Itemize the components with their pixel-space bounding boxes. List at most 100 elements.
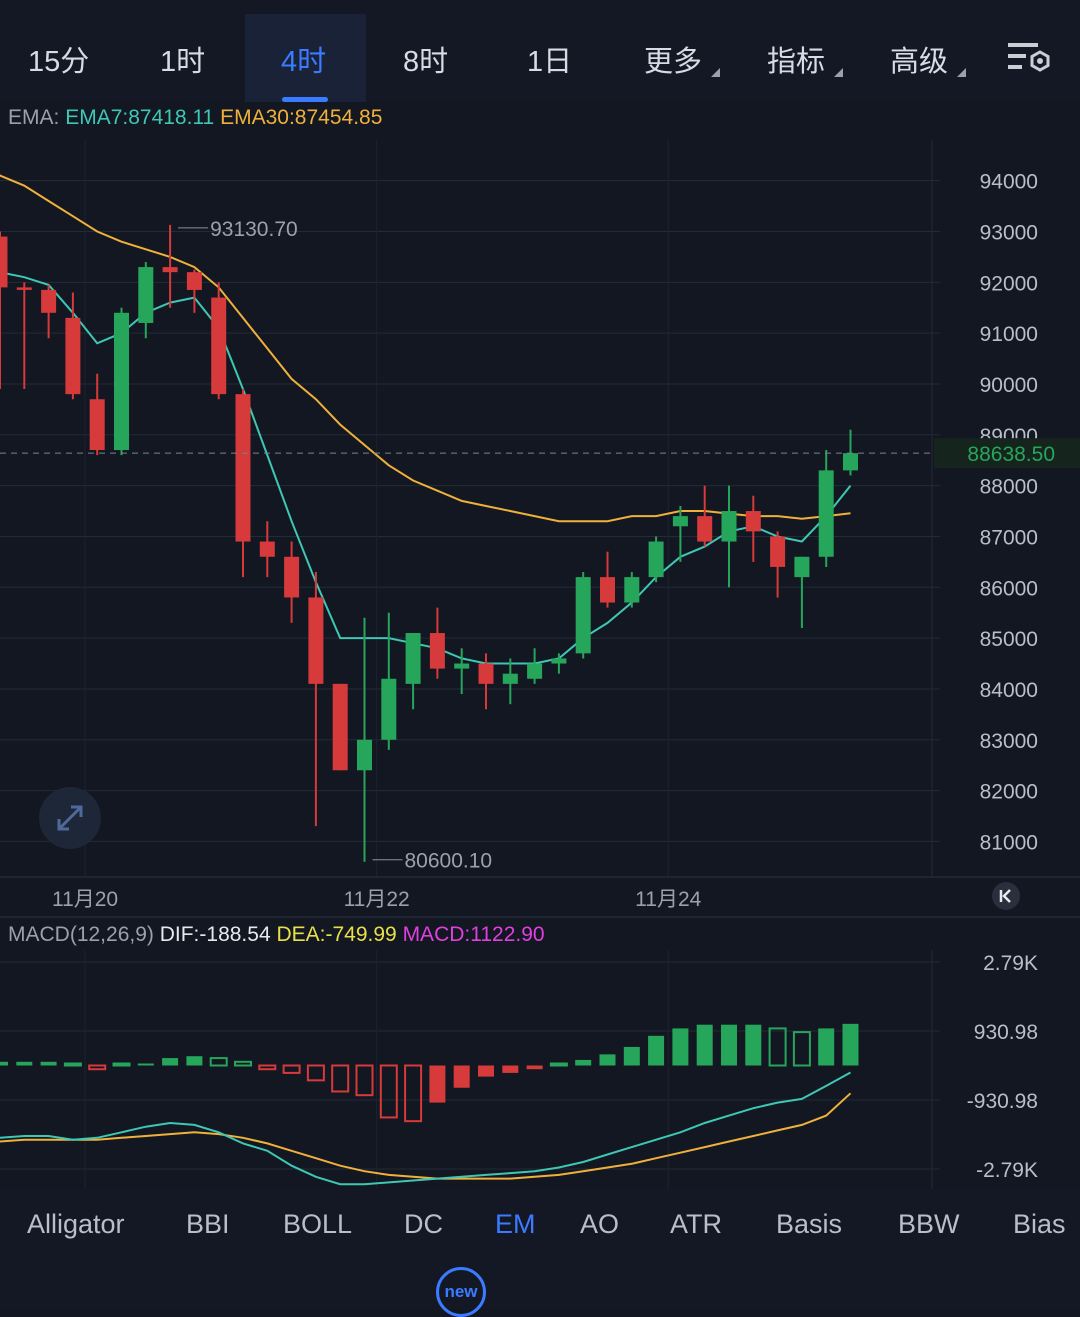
- indicator-tab-bbi[interactable]: BBI: [186, 1209, 230, 1239]
- macd-value: MACD:1122.90: [402, 923, 545, 946]
- price-tick-label: 93000: [980, 221, 1038, 244]
- indicator-tabs: Alligator BBI BOLL DC EM AO ATR Basis BB…: [0, 1189, 1080, 1309]
- candle-body: [672, 516, 688, 527]
- ema-label: EMA:: [8, 106, 60, 129]
- macd-legend: MACD(12,26,9) DIF:-188.54 DEA:-749.99 MA…: [8, 923, 545, 947]
- tab-1h[interactable]: 1时: [160, 46, 206, 78]
- macd-params: MACD(12,26,9): [8, 923, 154, 946]
- macd-histogram-bar: [792, 1031, 811, 1067]
- macd-histogram-bar: [502, 1065, 519, 1073]
- candle-body: [357, 739, 372, 771]
- tab-8h[interactable]: 8时: [403, 46, 449, 78]
- indicator-tab-bias[interactable]: Bias: [1013, 1209, 1066, 1239]
- macd-histogram-bar: [282, 1064, 301, 1074]
- macd-histogram-bar: [16, 1061, 33, 1066]
- macd-tick-label: 930.98: [974, 1021, 1038, 1044]
- macd-histogram-bar: [842, 1023, 859, 1066]
- indicators-menu[interactable]: 指标: [767, 46, 826, 78]
- candle-body: [405, 633, 421, 684]
- candle-body: [114, 312, 129, 451]
- macd-histogram-bar: [379, 1064, 398, 1119]
- price-tick-label: 90000: [980, 374, 1038, 397]
- macd-histogram-bar: [186, 1056, 203, 1066]
- advanced-menu[interactable]: 高级: [890, 46, 949, 78]
- macd-histogram-bar: [721, 1024, 737, 1066]
- macd-chart[interactable]: 2.79K 930.98 -930.98 -2.79K: [0, 950, 1080, 1189]
- candle-body: [721, 511, 737, 542]
- low-price-label: 80600.10: [405, 850, 493, 873]
- candle-body: [308, 597, 324, 684]
- active-tab-highlight: [245, 14, 366, 102]
- candle-body: [600, 577, 615, 603]
- expand-icon: [57, 805, 83, 831]
- expand-chart-button[interactable]: [39, 787, 101, 849]
- macd-histogram-bar: [745, 1024, 762, 1066]
- indicator-tab-basis[interactable]: Basis: [776, 1209, 843, 1239]
- candle-body: [551, 658, 567, 664]
- candle-body: [16, 287, 32, 290]
- candle-body: [624, 577, 640, 603]
- macd-histogram-bar: [0, 1061, 8, 1066]
- candle-body: [259, 541, 275, 557]
- macd-histogram-bar: [258, 1064, 277, 1071]
- macd-histogram-bar: [331, 1064, 350, 1093]
- macd-histogram-bar: [672, 1028, 689, 1066]
- candle-body: [0, 236, 8, 288]
- price-tick-label: 88000: [980, 476, 1038, 499]
- macd-histogram-bar: [137, 1063, 154, 1066]
- more-caret-icon: [711, 68, 720, 77]
- candlestick-chart[interactable]: 9400093000920009100090000890008800087000…: [0, 140, 1080, 918]
- candle-body: [429, 633, 445, 669]
- macd-tick-label: -2.79K: [976, 1159, 1038, 1182]
- indicators-caret-icon: [834, 68, 843, 77]
- macd-dif-line: [0, 1071, 851, 1186]
- macd-histogram-bar: [306, 1064, 325, 1082]
- indicator-tab-boll[interactable]: BOLL: [283, 1209, 353, 1239]
- candle-body: [794, 556, 810, 578]
- timeframe-bar: 15分 1时 4时 8时 1日 更多 指标 高级: [0, 0, 1080, 102]
- candle-body: [478, 663, 494, 684]
- indicator-tab-alligator[interactable]: Alligator: [27, 1209, 125, 1239]
- macd-dea-line: [0, 1092, 852, 1180]
- current-price-label: 88638.50: [967, 443, 1055, 466]
- skip-to-end-icon: [999, 889, 1011, 903]
- indicator-tab-ao[interactable]: AO: [580, 1209, 620, 1239]
- indicator-tab-ema[interactable]: EM: [495, 1209, 536, 1239]
- date-tick-label: 11月24: [635, 888, 701, 911]
- scroll-to-latest-button[interactable]: [992, 882, 1020, 910]
- high-price-label: 93130.70: [210, 218, 298, 241]
- macd-histogram-bar: [575, 1059, 592, 1066]
- price-tick-label: 94000: [980, 171, 1038, 194]
- tab-15m[interactable]: 15分: [28, 46, 90, 78]
- candle-body: [162, 267, 178, 273]
- macd-tick-label: -930.98: [967, 1090, 1038, 1113]
- candle-body: [843, 453, 858, 471]
- candle-body: [89, 399, 105, 451]
- macd-histogram-bar: [549, 1062, 568, 1067]
- tab-1d[interactable]: 1日: [527, 46, 573, 78]
- macd-histogram-bar: [648, 1035, 665, 1066]
- candle-body: [454, 663, 470, 669]
- macd-histogram-bar: [63, 1062, 82, 1067]
- candle-body: [138, 267, 154, 323]
- tab-4h[interactable]: 4时: [281, 46, 327, 78]
- price-tick-label: 87000: [980, 526, 1038, 549]
- new-badge: new: [436, 1267, 486, 1317]
- indicator-tab-bbw[interactable]: BBW: [898, 1209, 960, 1239]
- active-tab-indicator: [282, 97, 328, 102]
- more-menu[interactable]: 更多: [644, 46, 703, 78]
- candle-body: [575, 577, 591, 654]
- price-tick-label: 81000: [980, 831, 1038, 854]
- candle-body: [648, 541, 664, 578]
- candle-body: [65, 317, 81, 395]
- macd-histogram-bar: [404, 1064, 423, 1123]
- macd-histogram-bar: [526, 1065, 543, 1070]
- macd-histogram-bar: [234, 1060, 252, 1067]
- indicator-tab-dc[interactable]: DC: [404, 1209, 443, 1239]
- macd-histogram-bar: [599, 1054, 616, 1066]
- advanced-caret-icon: [957, 68, 966, 77]
- chart-settings-icon[interactable]: [1004, 40, 1052, 80]
- macd-histogram-bar: [40, 1061, 57, 1066]
- indicator-tab-atr[interactable]: ATR: [670, 1209, 722, 1239]
- macd-histogram-bar: [88, 1064, 107, 1071]
